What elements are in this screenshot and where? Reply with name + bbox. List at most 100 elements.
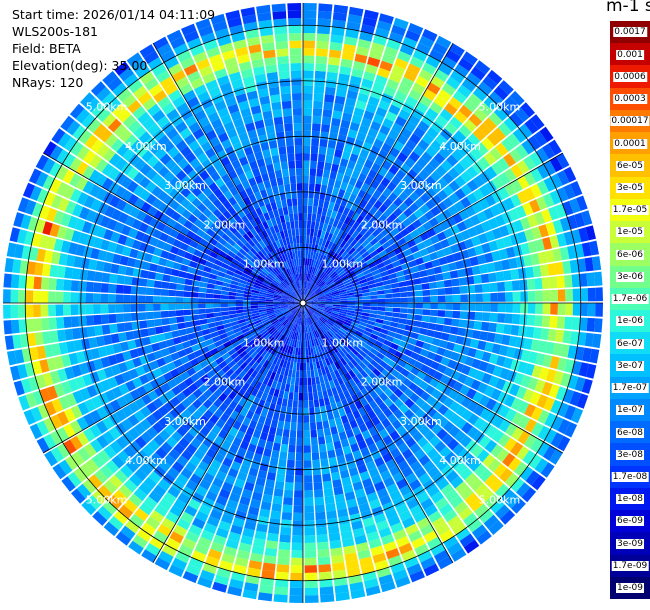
gate-cell xyxy=(517,175,530,190)
gate-cell xyxy=(304,273,306,281)
gate-cell xyxy=(212,232,221,242)
gate-cell xyxy=(300,250,303,259)
gate-cell xyxy=(330,287,338,293)
gate-cell xyxy=(386,78,400,90)
gate-cell xyxy=(346,459,357,470)
gate-cell xyxy=(478,122,492,137)
gate-cell xyxy=(297,250,301,259)
gate-cell xyxy=(257,250,265,259)
gate-cell xyxy=(493,260,503,272)
gate-cell xyxy=(432,42,448,56)
gate-cell xyxy=(153,280,163,289)
gate-cell xyxy=(58,253,68,266)
gate-cell xyxy=(152,109,166,123)
gate-cell xyxy=(445,489,459,503)
gate-cell xyxy=(333,4,349,14)
gate-cell xyxy=(303,198,308,206)
gate-cell xyxy=(337,205,346,214)
gate-cell xyxy=(380,177,391,188)
gate-cell xyxy=(68,352,79,366)
gate-cell xyxy=(238,370,247,379)
gate-cell xyxy=(176,316,185,323)
gate-cell xyxy=(294,377,300,386)
gate-cell xyxy=(132,377,143,389)
gate-cell xyxy=(230,524,243,535)
gate-cell xyxy=(314,345,320,354)
gate-cell xyxy=(549,449,563,465)
gate-cell xyxy=(303,115,312,124)
gate-cell xyxy=(311,138,320,147)
gate-cell xyxy=(436,201,448,213)
gate-cell xyxy=(297,265,300,274)
gate-cell xyxy=(147,103,161,117)
gate-cell xyxy=(221,311,229,316)
gate-cell xyxy=(531,365,543,378)
gate-cell xyxy=(518,123,533,139)
gate-cell xyxy=(286,329,291,338)
gate-cell xyxy=(258,305,266,308)
gate-cell xyxy=(383,407,393,418)
gate-cell xyxy=(161,318,170,326)
gate-cell xyxy=(189,158,201,169)
gate-cell xyxy=(108,314,117,324)
gate-cell xyxy=(280,367,286,376)
gate-cell xyxy=(390,447,401,459)
gate-cell xyxy=(465,439,478,453)
gate-cell xyxy=(202,472,215,484)
gate-cell xyxy=(493,463,507,478)
gate-cell xyxy=(277,314,285,320)
gate-cell xyxy=(409,133,421,145)
gate-cell xyxy=(192,208,203,218)
gate-cell xyxy=(310,259,315,267)
gate-cell xyxy=(280,526,292,536)
gate-cell xyxy=(183,291,191,298)
gate-cell xyxy=(332,479,342,488)
gate-cell xyxy=(306,332,309,341)
gate-cell xyxy=(312,206,318,214)
gate-cell xyxy=(472,175,485,188)
gate-cell xyxy=(56,149,70,165)
gate-cell xyxy=(323,289,331,294)
gate-cell xyxy=(262,280,271,286)
colorbar-tick-label: 0.0006 xyxy=(613,71,647,82)
gate-cell xyxy=(345,559,360,570)
gate-cell xyxy=(303,33,316,41)
gate-cell xyxy=(183,89,197,102)
gate-cell xyxy=(215,356,225,365)
gate-cell xyxy=(408,151,421,163)
gate-cell xyxy=(84,398,96,412)
gate-cell xyxy=(508,335,518,347)
gate-cell xyxy=(473,321,482,330)
gate-cell xyxy=(311,339,315,347)
gate-cell xyxy=(393,529,407,541)
gate-cell xyxy=(252,245,261,253)
gate-cell xyxy=(276,397,283,406)
gate-cell xyxy=(469,498,484,512)
gate-cell xyxy=(165,389,176,400)
gate-cell xyxy=(243,400,252,410)
gate-cell xyxy=(244,333,253,340)
gate-cell xyxy=(230,351,239,360)
gate-cell xyxy=(323,312,331,317)
gate-cell xyxy=(489,282,498,292)
gate-cell xyxy=(212,352,222,361)
gate-cell xyxy=(355,305,363,309)
gate-cell xyxy=(458,319,468,328)
gate-cell xyxy=(369,291,378,296)
gate-cell xyxy=(488,353,499,365)
gate-cell xyxy=(538,340,548,353)
gate-cell xyxy=(437,364,447,374)
gate-cell xyxy=(394,350,404,359)
gate-cell xyxy=(450,370,461,381)
gate-cell xyxy=(466,166,479,179)
gate-cell xyxy=(315,268,320,277)
gate-cell xyxy=(328,318,336,324)
gate-cell xyxy=(255,445,265,456)
gate-cell xyxy=(245,186,254,197)
gate-cell xyxy=(184,115,197,127)
gate-cell xyxy=(169,323,179,332)
gate-cell xyxy=(237,227,246,237)
colorbar-swatch: 0.0001 xyxy=(610,132,650,155)
gate-cell xyxy=(273,300,281,302)
gate-cell xyxy=(288,18,302,26)
